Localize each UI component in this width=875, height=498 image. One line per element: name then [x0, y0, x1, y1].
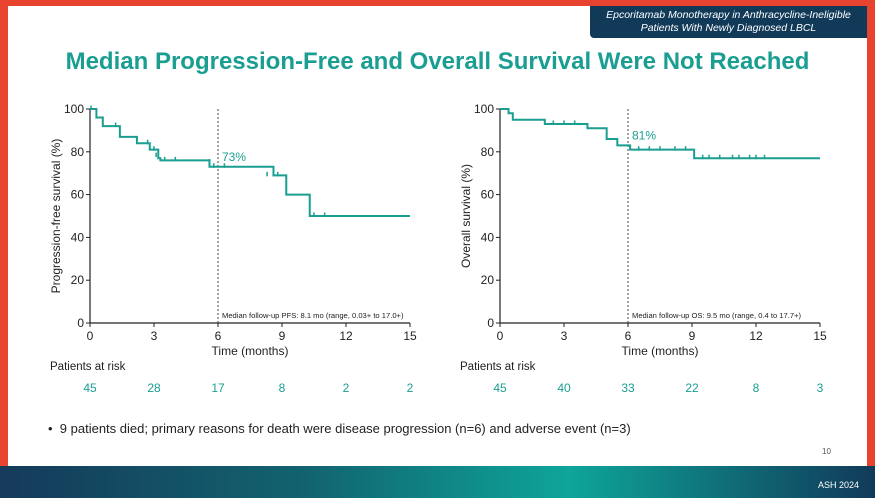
os-survival-curve: [500, 108, 820, 160]
pfs-landmark-label: 73%: [222, 150, 246, 164]
bullet-dot: •: [48, 421, 60, 436]
pfs-x-tick-label: 9: [279, 329, 286, 343]
bullet-point: • 9 patients died; primary reasons for d…: [48, 421, 631, 436]
os-landmark-label: 81%: [632, 128, 656, 142]
pfs-at-risk-label: Patients at risk: [50, 361, 126, 373]
pfs-x-tick-label: 12: [339, 329, 353, 343]
pfs-at-risk-count: 45: [83, 381, 97, 395]
os-y-tick-label: 60: [481, 188, 495, 202]
os-at-risk-count: 3: [817, 381, 824, 395]
pfs-at-risk-count: 2: [407, 381, 414, 395]
pfs-y-tick-label: 100: [64, 102, 84, 116]
page-number: 10: [822, 447, 831, 456]
os-x-tick-label: 15: [813, 329, 827, 343]
os-at-risk-count: 8: [753, 381, 760, 395]
pfs-at-risk-count: 28: [147, 381, 161, 395]
banner-line-1: Epcoritamab Monotherapy in Anthracycline…: [606, 9, 851, 21]
os-x-tick-label: 6: [625, 329, 632, 343]
pfs-followup-note: Median follow-up PFS: 8.1 mo (range, 0.0…: [222, 311, 404, 320]
os-y-tick-label: 20: [481, 273, 495, 287]
os-x-axis-label: Time (months): [622, 344, 699, 358]
bullet-text: 9 patients died; primary reasons for dea…: [59, 421, 631, 436]
os-y-tick-label: 100: [474, 102, 494, 116]
conference-label: ASH 2024: [817, 480, 859, 490]
pfs-at-risk-count: 17: [211, 381, 225, 395]
os-at-risk-count: 33: [621, 381, 635, 395]
pfs-survival-curve: [90, 108, 410, 217]
pfs-at-risk-count: 8: [279, 381, 286, 395]
pfs-x-tick-label: 3: [151, 329, 158, 343]
os-x-tick-label: 0: [497, 329, 504, 343]
pfs-y-tick-label: 0: [77, 316, 84, 330]
banner-line-2: Patients With Newly Diagnosed LBCL: [640, 22, 817, 34]
pfs-y-tick-label: 60: [71, 188, 85, 202]
os-x-tick-label: 12: [749, 329, 763, 343]
pfs-y-tick-label: 40: [71, 230, 85, 244]
slide-title: Median Progression-Free and Overall Surv…: [65, 48, 810, 75]
os-x-tick-label: 3: [561, 329, 568, 343]
os-y-axis-label: Overall survival (%): [459, 164, 473, 268]
pfs-x-tick-label: 6: [215, 329, 222, 343]
os-at-risk-count: 40: [557, 381, 571, 395]
pfs-x-tick-label: 0: [87, 329, 94, 343]
os-at-risk-count: 45: [493, 381, 507, 395]
os-y-tick-label: 0: [487, 316, 494, 330]
os-y-tick-label: 80: [481, 145, 495, 159]
os-at-risk-label: Patients at risk: [460, 361, 536, 373]
conference-banner: Epcoritamab Monotherapy in Anthracycline…: [590, 6, 867, 38]
pfs-x-tick-label: 15: [403, 329, 417, 343]
pfs-y-tick-label: 20: [71, 273, 85, 287]
os-followup-note: Median follow-up OS: 9.5 mo (range, 0.4 …: [632, 311, 802, 320]
pfs-x-axis-label: Time (months): [212, 344, 289, 358]
os-x-tick-label: 9: [689, 329, 696, 343]
os-y-tick-label: 40: [481, 230, 495, 244]
pfs-y-tick-label: 80: [71, 145, 85, 159]
os-at-risk-count: 22: [685, 381, 699, 395]
pfs-y-axis-label: Progression-free survival (%): [49, 139, 63, 294]
slide-background: [8, 6, 867, 466]
footer-bar: [0, 466, 875, 498]
pfs-at-risk-count: 2: [343, 381, 350, 395]
